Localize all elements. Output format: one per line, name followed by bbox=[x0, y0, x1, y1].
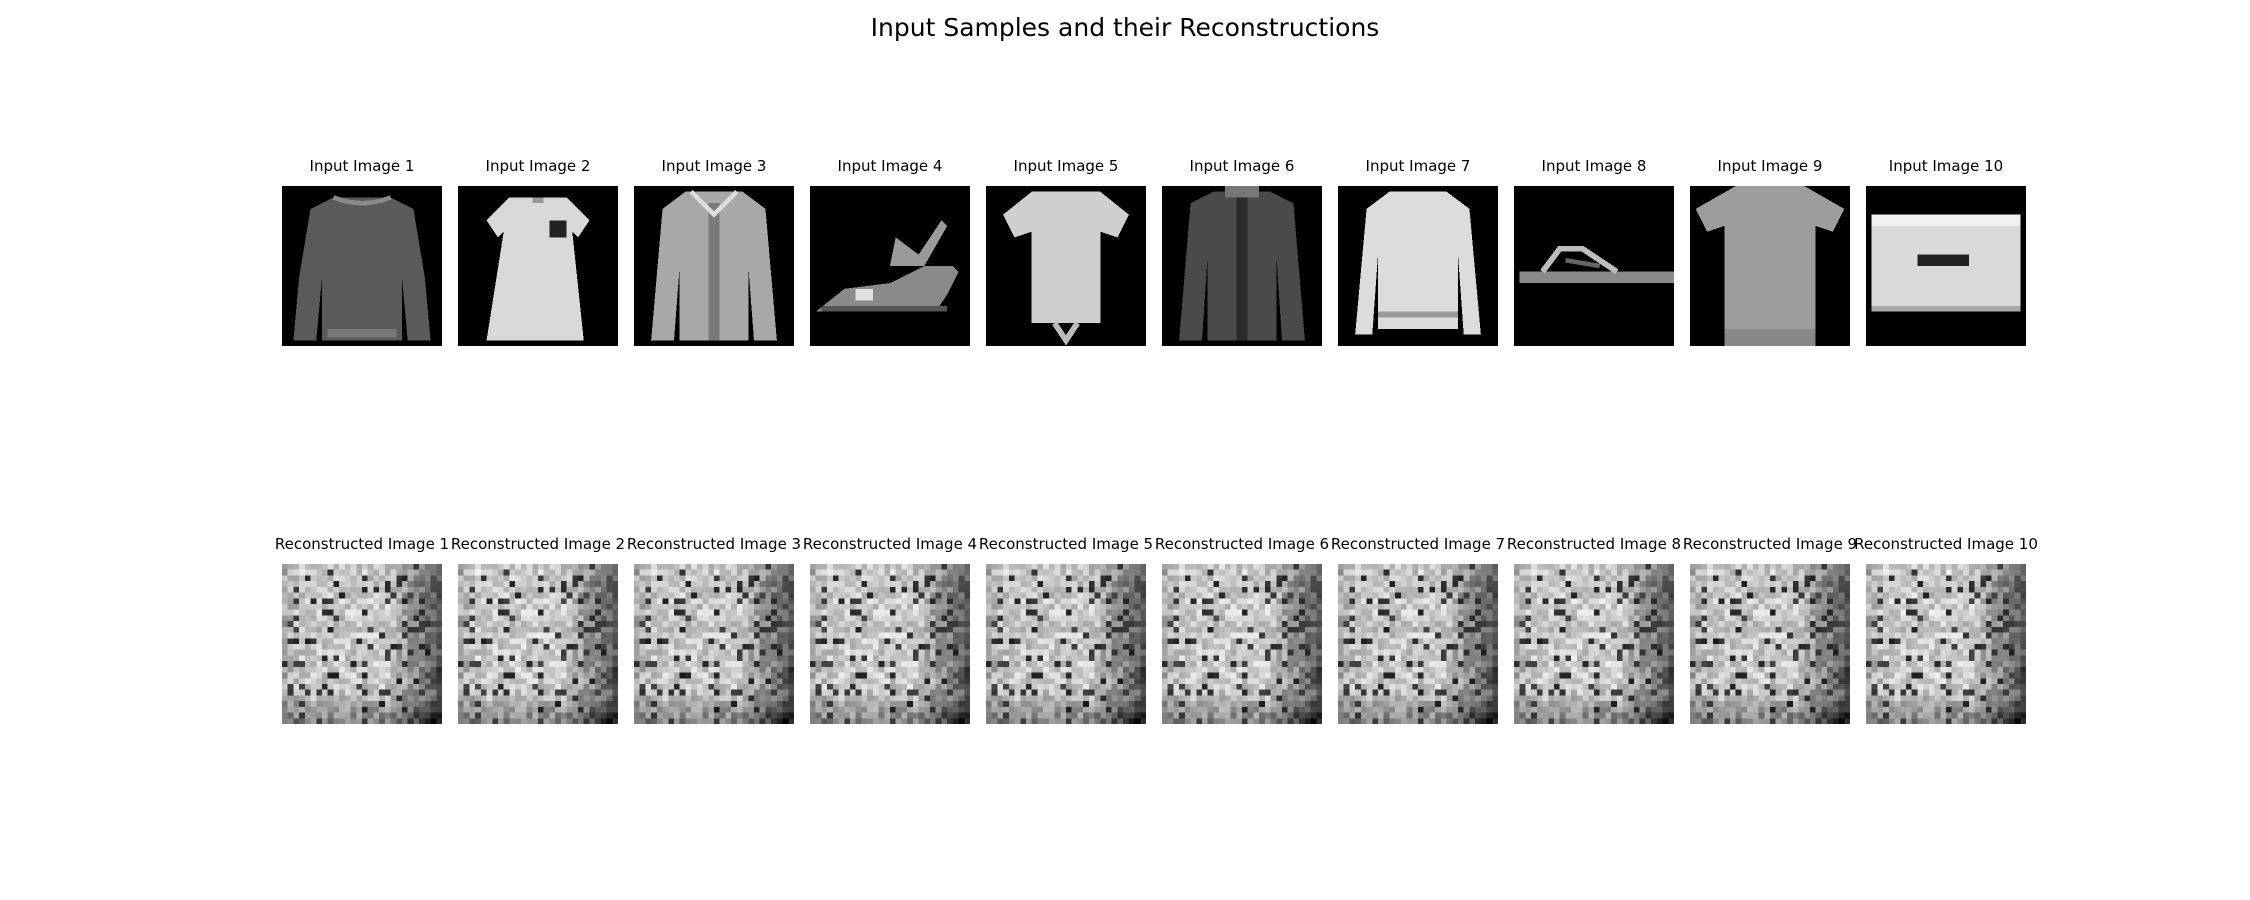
recon-panel: Reconstructed Image 8 bbox=[1507, 535, 1681, 724]
input-image-pullover bbox=[282, 186, 442, 346]
recon-panel: Reconstructed Image 3 bbox=[627, 535, 801, 724]
recon-panel-label: Reconstructed Image 1 bbox=[274, 535, 450, 553]
recon-panel-label: Reconstructed Image 6 bbox=[1154, 535, 1330, 553]
recon-panel: Reconstructed Image 10 bbox=[1854, 535, 2038, 724]
reconstructed-image-noise bbox=[1690, 564, 1850, 724]
input-panel-label: Input Image 1 bbox=[309, 157, 415, 175]
reconstructed-image-noise bbox=[282, 564, 442, 724]
input-panel: Input Image 7 bbox=[1338, 157, 1498, 346]
input-panel: Input Image 2 bbox=[458, 157, 618, 346]
reconstructed-image-noise bbox=[1338, 564, 1498, 724]
input-panel-label: Input Image 4 bbox=[837, 157, 943, 175]
input-panel-label: Input Image 9 bbox=[1717, 157, 1823, 175]
input-panel-label: Input Image 3 bbox=[661, 157, 767, 175]
recon-panel: Reconstructed Image 4 bbox=[803, 535, 977, 724]
recon-panel-label: Reconstructed Image 10 bbox=[1854, 535, 2038, 553]
reconstructed-image-noise bbox=[458, 564, 618, 724]
input-panel: Input Image 10 bbox=[1866, 157, 2026, 346]
input-panel: Input Image 1 bbox=[282, 157, 442, 346]
recon-panel: Reconstructed Image 7 bbox=[1331, 535, 1505, 724]
input-image-sandal bbox=[810, 186, 970, 346]
recon-panel: Reconstructed Image 9 bbox=[1683, 535, 1857, 724]
recon-panel: Reconstructed Image 6 bbox=[1155, 535, 1329, 724]
recon-panel-label: Reconstructed Image 8 bbox=[1506, 535, 1682, 553]
recon-panel: Reconstructed Image 5 bbox=[979, 535, 1153, 724]
input-panel-label: Input Image 5 bbox=[1013, 157, 1119, 175]
reconstructed-image-noise bbox=[986, 564, 1146, 724]
input-image-tshirt bbox=[1690, 186, 1850, 346]
input-panel: Input Image 4 bbox=[810, 157, 970, 346]
input-panel: Input Image 6 bbox=[1162, 157, 1322, 346]
input-panel-label: Input Image 8 bbox=[1541, 157, 1647, 175]
input-panel: Input Image 3 bbox=[634, 157, 794, 346]
reconstructed-image-noise bbox=[1514, 564, 1674, 724]
input-panel: Input Image 9 bbox=[1690, 157, 1850, 346]
reconstructed-image-noise bbox=[634, 564, 794, 724]
recon-panel-label: Reconstructed Image 3 bbox=[626, 535, 802, 553]
input-image-dark-coat bbox=[1162, 186, 1322, 346]
recon-panel: Reconstructed Image 1 bbox=[275, 535, 449, 724]
reconstructed-image-noise bbox=[810, 564, 970, 724]
input-image-dress bbox=[458, 186, 618, 346]
input-panel-label: Input Image 2 bbox=[485, 157, 591, 175]
reconstructed-image-noise bbox=[1162, 564, 1322, 724]
input-image-bag bbox=[1866, 186, 2026, 346]
recon-panel-label: Reconstructed Image 4 bbox=[802, 535, 978, 553]
figure-title: Input Samples and their Reconstructions bbox=[870, 13, 1380, 42]
input-image-coat bbox=[634, 186, 794, 346]
recon-panel-label: Reconstructed Image 5 bbox=[978, 535, 1154, 553]
input-panel-label: Input Image 7 bbox=[1365, 157, 1471, 175]
input-image-tshirt bbox=[986, 186, 1146, 346]
input-panel-label: Input Image 6 bbox=[1189, 157, 1295, 175]
input-panel-label: Input Image 10 bbox=[1888, 157, 2004, 175]
input-panel: Input Image 5 bbox=[986, 157, 1146, 346]
reconstructed-image-noise bbox=[1866, 564, 2026, 724]
input-image-shirt bbox=[1338, 186, 1498, 346]
recon-panel-label: Reconstructed Image 9 bbox=[1682, 535, 1858, 553]
recon-panel-label: Reconstructed Image 2 bbox=[450, 535, 626, 553]
input-panel: Input Image 8 bbox=[1514, 157, 1674, 346]
recon-panel: Reconstructed Image 2 bbox=[451, 535, 625, 724]
recon-panel-label: Reconstructed Image 7 bbox=[1330, 535, 1506, 553]
input-image-flip-flop bbox=[1514, 186, 1674, 346]
